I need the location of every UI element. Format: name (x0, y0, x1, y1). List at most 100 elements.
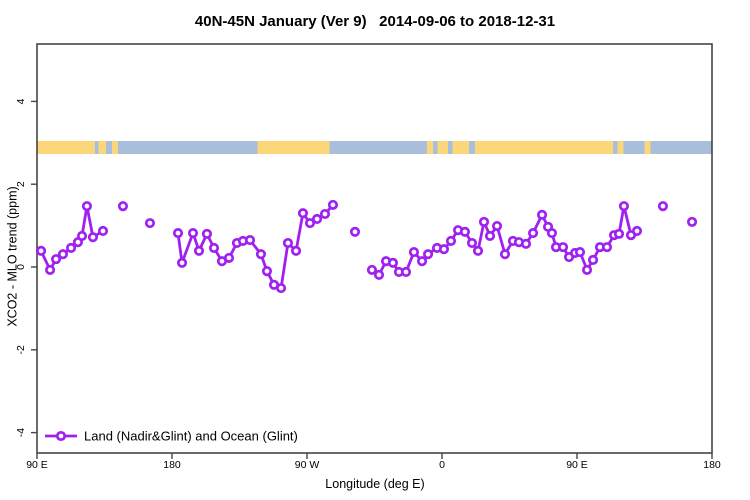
data-point (387, 257, 399, 268)
data-point (244, 235, 256, 246)
x-tick-label: 90 E (566, 459, 588, 471)
data-point (657, 201, 669, 212)
map-strip-segment-land (37, 141, 95, 154)
map-strip-segment-land (98, 141, 106, 154)
map-strip-segment-land (437, 141, 448, 154)
y-tick-label: 4 (15, 98, 27, 104)
data-point (546, 228, 558, 239)
chart-title: 40N-45N January (Ver 9) 2014-09-06 to 20… (194, 13, 556, 30)
data-point (261, 266, 273, 277)
data-point (297, 208, 309, 219)
map-strip-segment-ocean (623, 141, 645, 154)
data-point (438, 244, 450, 255)
data-point (255, 249, 267, 260)
data-point (613, 228, 625, 239)
data-point (81, 201, 93, 212)
data-point (618, 201, 630, 212)
data-point (44, 264, 56, 275)
data-point (177, 257, 188, 268)
data-point (304, 218, 316, 229)
x-tick-label: 90 W (295, 459, 320, 471)
data-point (408, 247, 420, 258)
y-tick-label: -4 (15, 428, 27, 437)
data-point (557, 242, 569, 253)
data-point (631, 225, 643, 237)
x-tick-label: 90 E (26, 459, 48, 471)
map-strip-segment-land (112, 141, 118, 154)
data-point (478, 216, 490, 227)
data-point (349, 226, 361, 237)
data-point (50, 254, 62, 265)
x-tick-label: 0 (439, 459, 445, 471)
data-point (172, 228, 184, 239)
data-point (373, 269, 385, 280)
y-tick-label: -2 (15, 345, 27, 354)
x-tick-label: 180 (163, 459, 181, 471)
data-point (527, 228, 539, 239)
y-tick-label: 2 (15, 181, 27, 187)
data-point (208, 242, 220, 254)
y-tick-label: 0 (15, 264, 27, 270)
data-point (223, 252, 235, 263)
legend-marker-sample (55, 430, 67, 442)
data-series-line (371, 204, 638, 277)
data-point (601, 242, 613, 253)
y-axis-title: XCO2 - MLO trend (ppm) (5, 186, 20, 327)
map-strip-segment-ocean (94, 141, 99, 154)
data-point (466, 237, 478, 249)
data-point (472, 245, 484, 256)
data-point (87, 232, 99, 243)
data-point (581, 264, 593, 275)
data-point (491, 220, 503, 232)
data-point (520, 238, 532, 249)
legend-label: Land (Nadir&Glint) and Ocean (Glint) (84, 429, 298, 444)
map-strip-segment-ocean (118, 141, 258, 154)
map-strip-segment-ocean (448, 141, 453, 154)
x-axis-title: Longitude (deg E) (325, 477, 425, 491)
map-strip-segment-land (427, 141, 433, 154)
data-point (422, 249, 434, 260)
data-point (275, 283, 287, 294)
data-point (35, 245, 47, 256)
data-point (290, 245, 302, 256)
map-strip-segment-ocean (650, 141, 712, 154)
data-series-line (176, 203, 335, 290)
data-point (445, 235, 457, 246)
map-strip-segment-land (644, 141, 651, 154)
data-point (144, 218, 156, 229)
map-strip-segment-land (452, 141, 469, 154)
data-point (416, 256, 428, 267)
data-point (66, 242, 77, 254)
data-point (76, 230, 88, 242)
data-point (587, 254, 599, 266)
map-strip-segment-ocean (469, 141, 475, 154)
data-point (686, 216, 698, 227)
data-point (311, 213, 323, 225)
data-point (193, 245, 205, 256)
data-point (366, 264, 378, 275)
map-strip-segment-ocean (329, 141, 427, 154)
data-point (57, 249, 69, 260)
x-tick-label: 180 (703, 459, 721, 471)
map-strip-segment-land (475, 141, 613, 154)
data-point (187, 228, 199, 239)
data-point (117, 201, 129, 212)
map-strip-segment-land (617, 141, 624, 154)
data-point (459, 226, 471, 237)
map-strip-segment-ocean (433, 141, 438, 154)
data-point (400, 266, 412, 278)
data-point (201, 228, 213, 239)
data-point (327, 199, 339, 210)
map-strip-segment-ocean (106, 141, 112, 154)
map-strip-segment-land (257, 141, 330, 154)
data-point (574, 247, 586, 258)
map-strip-segment-ocean (613, 141, 618, 154)
data-point (282, 237, 294, 249)
data-point (499, 249, 511, 260)
data-point (484, 230, 496, 242)
data-point (536, 209, 548, 220)
data-point (97, 225, 109, 237)
data-point (319, 208, 331, 220)
